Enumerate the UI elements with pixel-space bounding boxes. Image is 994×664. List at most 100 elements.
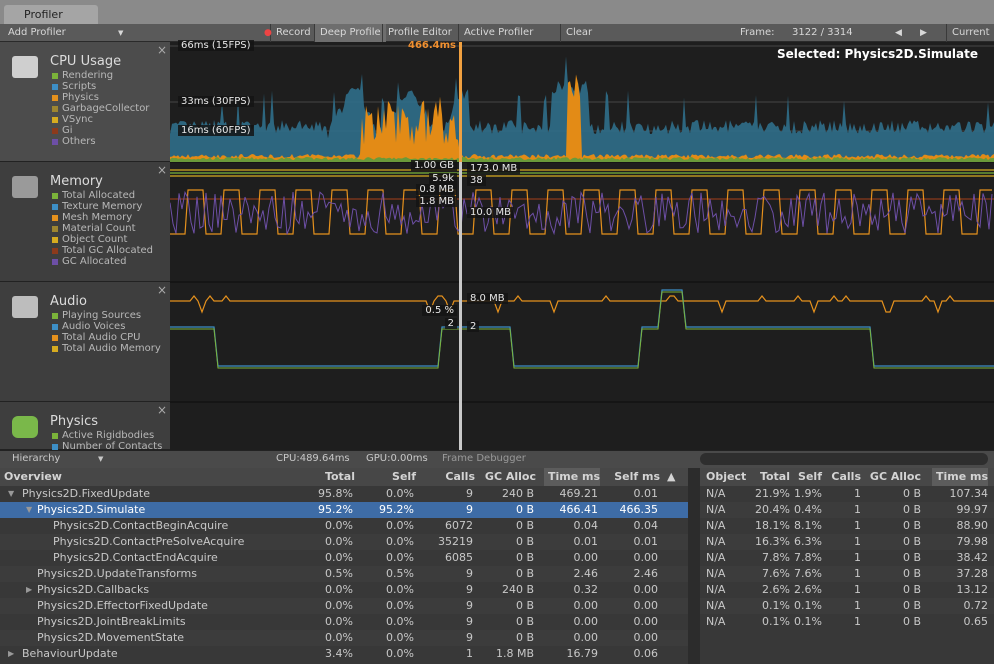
table-cell: 0.00 (574, 630, 599, 646)
table-cell: 16.3% (755, 534, 790, 550)
table-cell: Physics2D.ContactPreSolveAcquire (53, 534, 244, 550)
table-cell: 8.1% (794, 518, 822, 534)
table-cell: 0.0% (325, 518, 353, 534)
table-cell: 0 B (516, 598, 534, 614)
window-tab[interactable]: Profiler (4, 5, 98, 24)
column-header[interactable]: Self ms (614, 468, 660, 486)
table-row[interactable] (700, 582, 994, 598)
column-header[interactable]: Total (760, 468, 790, 486)
table-cell: 240 B (502, 582, 534, 598)
column-header[interactable]: Object (706, 468, 746, 486)
table-cell: 0.1% (794, 598, 822, 614)
toolbar-button[interactable]: Active Profiler (458, 24, 538, 42)
table-cell: 0.0% (386, 518, 414, 534)
table-cell: 1.8 MB (496, 646, 534, 662)
sort-arrow[interactable]: ▲ (667, 468, 675, 486)
frame-debugger[interactable]: Frame Debugger (442, 450, 526, 468)
column-header[interactable]: Overview (4, 468, 62, 486)
table-cell: 6085 (445, 550, 473, 566)
legend-label: Texture Memory (62, 201, 142, 212)
table-row[interactable] (700, 566, 994, 582)
legend-swatch (52, 95, 58, 101)
table-cell: 95.2% (318, 502, 353, 518)
expand-arrow[interactable]: ▼ (8, 486, 14, 502)
table-cell: 0.0% (386, 550, 414, 566)
column-header[interactable]: Calls (445, 468, 475, 486)
column-header[interactable]: Time ms (932, 468, 988, 486)
column-header[interactable]: Total (325, 468, 355, 486)
graph-label: 5.9k (429, 173, 457, 184)
table-row[interactable] (700, 614, 994, 630)
close-button[interactable]: × (157, 43, 167, 57)
table-cell: 2.6% (794, 582, 822, 598)
table-cell: 0.00 (634, 630, 659, 646)
panel-icon (12, 176, 38, 198)
column-header[interactable]: Self (392, 468, 416, 486)
column-header[interactable]: GC Alloc (870, 468, 921, 486)
legend-swatch (52, 237, 58, 243)
search-field[interactable] (700, 453, 988, 465)
table-cell: 16.79 (567, 646, 599, 662)
table-row[interactable] (700, 550, 994, 566)
table-cell: 240 B (502, 486, 534, 502)
table-row[interactable] (700, 598, 994, 614)
legend-swatch (52, 139, 58, 145)
close-button[interactable]: × (157, 163, 167, 177)
table-cell: 79.98 (957, 534, 989, 550)
expand-arrow[interactable]: ▼ (26, 502, 32, 518)
table-row[interactable] (700, 518, 994, 534)
table-cell: 0 B (903, 614, 921, 630)
table-cell: 1 (854, 502, 861, 518)
table-row[interactable] (700, 534, 994, 550)
table-cell: 0.00 (574, 598, 599, 614)
splitter (688, 468, 700, 664)
cpu-time: CPU:489.64ms (276, 450, 350, 468)
close-button[interactable]: × (157, 283, 167, 297)
current-button[interactable]: Current (946, 24, 994, 42)
column-header[interactable]: GC Alloc (485, 468, 536, 486)
column-header[interactable]: Calls (831, 468, 861, 486)
table-cell: 7.8% (794, 550, 822, 566)
close-button[interactable]: × (157, 403, 167, 417)
table-cell: 9 (466, 630, 473, 646)
table-cell: 9 (466, 502, 473, 518)
legend-label: Others (62, 136, 96, 147)
table-cell: N/A (706, 550, 725, 566)
graph-label: 1.8 MB (416, 196, 457, 207)
table-cell: 0.1% (762, 598, 790, 614)
table-cell: 0.04 (634, 518, 659, 534)
panel-title: Physics (50, 414, 98, 429)
table-cell: 0.1% (762, 614, 790, 630)
table-cell: 9 (466, 582, 473, 598)
graph-label: 16ms (60FPS) (178, 125, 254, 136)
toolbar-button[interactable]: Record (270, 24, 316, 42)
table-cell: Physics2D.Simulate (37, 502, 145, 518)
expand-arrow[interactable]: ▶ (8, 646, 14, 662)
column-header[interactable]: Self (798, 468, 822, 486)
toolbar-button[interactable]: Deep Profile (314, 24, 386, 42)
legend-label: Audio Voices (62, 321, 125, 332)
table-cell: N/A (706, 566, 725, 582)
table-cell: N/A (706, 502, 725, 518)
view-dropdown[interactable]: Hierarchy (12, 450, 60, 468)
add-profiler[interactable]: Add Profiler (8, 24, 66, 42)
graph-label: 66ms (15FPS) (178, 40, 254, 51)
table-row[interactable] (700, 502, 994, 518)
legend-swatch (52, 324, 58, 330)
legend-swatch (52, 117, 58, 123)
frame-value: 3122 / 3314 (792, 24, 853, 42)
legend-swatch (52, 335, 58, 341)
expand-arrow[interactable]: ▶ (26, 582, 32, 598)
toolbar-button[interactable]: Clear (560, 24, 597, 42)
table-cell: 0.4% (794, 502, 822, 518)
legend-label: Total GC Allocated (62, 245, 153, 256)
table-cell: N/A (706, 614, 725, 630)
graph-label: 173.0 MB (467, 163, 520, 174)
next-frame[interactable]: ▶ (920, 24, 927, 42)
panel-icon (12, 416, 38, 438)
legend-swatch (52, 248, 58, 254)
column-header[interactable]: Time ms (544, 468, 600, 486)
graph-label: 10.0 MB (467, 207, 514, 218)
table-cell: 0 B (903, 502, 921, 518)
prev-frame[interactable]: ◀ (895, 24, 902, 42)
